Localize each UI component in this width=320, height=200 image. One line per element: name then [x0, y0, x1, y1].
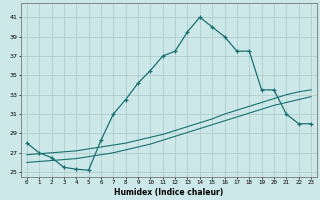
X-axis label: Humidex (Indice chaleur): Humidex (Indice chaleur): [114, 188, 224, 197]
